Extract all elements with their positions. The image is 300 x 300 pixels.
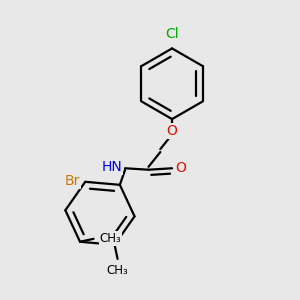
Text: Cl: Cl — [165, 27, 179, 41]
Text: HN: HN — [101, 160, 122, 174]
Text: Br: Br — [64, 174, 80, 188]
Text: O: O — [175, 161, 186, 175]
Text: CH₃: CH₃ — [99, 232, 121, 245]
Text: O: O — [167, 124, 178, 138]
Text: CH₃: CH₃ — [107, 264, 128, 277]
